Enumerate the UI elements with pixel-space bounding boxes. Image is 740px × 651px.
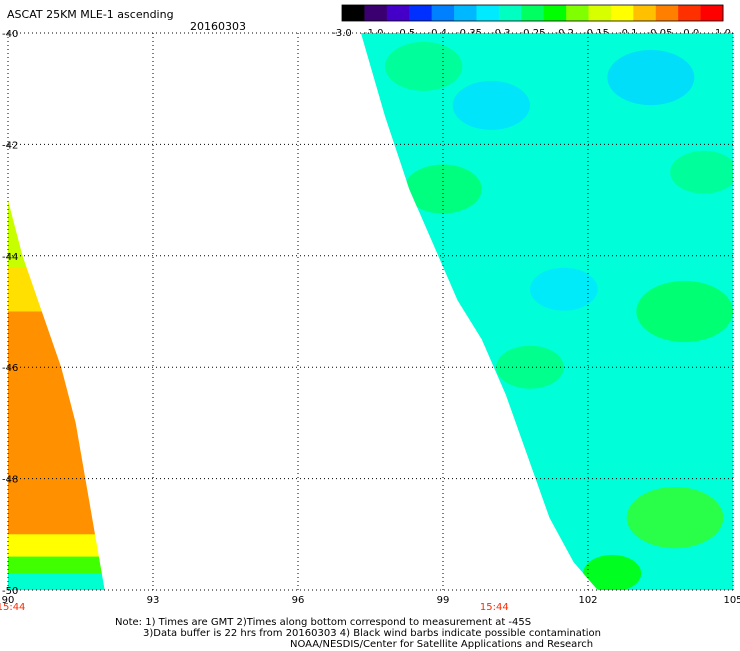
x-tick-label: 90 bbox=[2, 595, 15, 606]
x-tick-label: 99 bbox=[437, 595, 450, 606]
wind-patch bbox=[496, 345, 564, 389]
wind-band bbox=[8, 556, 105, 574]
colorbar-swatch bbox=[431, 5, 455, 21]
time-label: 15:44 bbox=[480, 602, 509, 613]
y-tick-label: -44 bbox=[2, 252, 18, 263]
wind-band bbox=[8, 311, 105, 535]
x-tick-label: 96 bbox=[292, 595, 305, 606]
colorbar-swatch bbox=[588, 5, 612, 21]
swath-2 bbox=[360, 33, 733, 590]
x-tick-label: 102 bbox=[578, 595, 597, 606]
wind-patch bbox=[530, 267, 598, 311]
wind-patch bbox=[452, 80, 530, 130]
colorbar-swatch bbox=[566, 5, 590, 21]
wind-patch bbox=[404, 164, 482, 214]
chart-date: 20160303 bbox=[190, 20, 246, 33]
colorbar-swatch bbox=[633, 5, 657, 21]
x-tick-label: 93 bbox=[147, 595, 160, 606]
colorbar-swatch bbox=[409, 5, 433, 21]
wind-patch bbox=[636, 280, 733, 343]
colorbar-swatch bbox=[521, 5, 545, 21]
footer-note-1: Note: 1) Times are GMT 2)Times along bot… bbox=[115, 617, 532, 628]
colorbar-swatch bbox=[364, 5, 388, 21]
wind-band bbox=[8, 573, 105, 590]
time-label: 15:44 bbox=[0, 602, 25, 613]
colorbar-swatch bbox=[678, 5, 702, 21]
color-scale-bar: -3.0-1.0-0.5-0.4-0.35-0.3-0.25-0.2-0.15-… bbox=[332, 4, 731, 39]
wind-patch bbox=[670, 150, 733, 194]
colorbar-swatch bbox=[610, 5, 634, 21]
x-tick-label: 105 bbox=[723, 595, 740, 606]
wind-patch bbox=[626, 486, 724, 549]
colorbar-swatch bbox=[655, 5, 679, 21]
wind-patch bbox=[385, 41, 463, 91]
wind-patch bbox=[583, 554, 642, 590]
axes: 90 93 96 99 102 105 -40 -42 -44 -46 -48 -50 15:44 15:… bbox=[0, 29, 740, 613]
wind-band bbox=[8, 266, 105, 312]
wind-patch bbox=[607, 49, 695, 106]
colorbar-frame bbox=[341, 4, 724, 22]
swath-1 bbox=[8, 200, 105, 590]
colorbar-swatch bbox=[386, 5, 410, 21]
footer-note-2: 3)Data buffer is 22 hrs from 20160303 4)… bbox=[143, 628, 601, 639]
colorbar-swatch bbox=[543, 5, 567, 21]
grid-lines bbox=[7, 32, 734, 591]
swath-data bbox=[8, 33, 733, 590]
colorbar-swatch bbox=[700, 5, 724, 21]
y-tick-label: -42 bbox=[2, 140, 18, 151]
y-tick-label: -40 bbox=[2, 29, 18, 40]
wind-band bbox=[8, 534, 105, 558]
colorbar-swatch bbox=[342, 5, 365, 21]
colorbar-swatch bbox=[454, 5, 477, 21]
footer-credit: NOAA/NESDIS/Center for Satellite Applica… bbox=[290, 639, 594, 650]
colorbar-swatch bbox=[476, 5, 500, 21]
colorbar-label: -3.0 bbox=[332, 28, 352, 39]
y-tick-label: -46 bbox=[2, 363, 18, 374]
y-tick-label: -50 bbox=[2, 586, 18, 597]
chart-title: ASCAT 25KM MLE-1 ascending bbox=[7, 8, 174, 21]
y-tick-label: -48 bbox=[2, 475, 18, 486]
wind-band bbox=[8, 200, 105, 268]
colorbar-swatch bbox=[498, 5, 522, 21]
